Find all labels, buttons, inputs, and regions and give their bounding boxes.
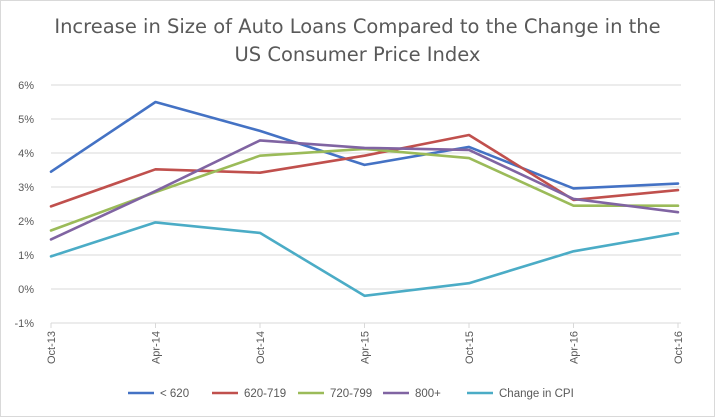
series-line [49, 139, 680, 241]
y-tick-label: -1% [14, 318, 34, 330]
legend-label: 620-719 [244, 388, 286, 400]
y-axis-ticks: -1% 0% 1% 2% 3% 4% 5% 6% [14, 80, 34, 330]
gridlines [51, 84, 681, 324]
x-axis-ticks: Oct-13 Apr-14 Oct-14 Apr-15 Oct-15 Apr-16 Oct-… [46, 323, 685, 364]
x-tick-label: Apr-15 [360, 331, 372, 364]
series-line [49, 147, 680, 232]
x-tick-label: Apr-16 [569, 331, 581, 364]
legend-label: < 620 [160, 388, 189, 400]
chart-title: Increase in Size of Auto Loans Compared … [1, 13, 714, 69]
y-tick-label: 5% [18, 114, 34, 126]
x-tick-label: Oct-14 [255, 331, 267, 364]
chart-title-line-1: Increase in Size of Auto Loans Compared … [54, 15, 661, 38]
series-lines [49, 100, 680, 298]
y-tick-label: 1% [18, 250, 34, 262]
x-tick-label: Apr-14 [151, 331, 163, 364]
series-line [49, 221, 680, 298]
y-tick-label: 0% [18, 284, 34, 296]
x-tick-label: Oct-13 [46, 331, 58, 364]
y-tick-label: 3% [18, 182, 34, 194]
x-tick-label: Oct-15 [464, 331, 476, 364]
legend-label: 720-799 [330, 388, 372, 400]
series-line [49, 100, 680, 190]
chart-title-line-2: US Consumer Price Index [234, 43, 481, 66]
legend-label: Change in CPI [499, 388, 574, 400]
legend: < 620 620-719 720-799 800+ Change in CPI [128, 388, 574, 400]
y-tick-label: 6% [18, 80, 34, 92]
y-tick-label: 2% [18, 216, 34, 228]
legend-label: 800+ [415, 388, 441, 400]
x-tick-label: Oct-16 [673, 331, 685, 364]
y-tick-label: 4% [18, 148, 34, 160]
